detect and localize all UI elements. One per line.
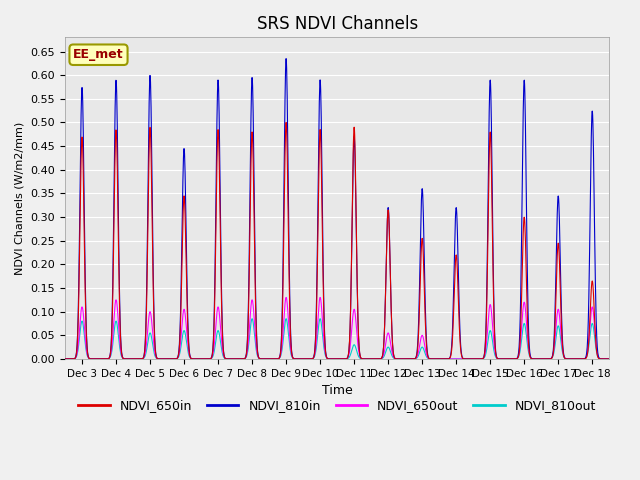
Y-axis label: NDVI Channels (W/m2/mm): NDVI Channels (W/m2/mm) [15, 121, 25, 275]
X-axis label: Time: Time [322, 384, 353, 397]
Title: SRS NDVI Channels: SRS NDVI Channels [257, 15, 418, 33]
Legend: NDVI_650in, NDVI_810in, NDVI_650out, NDVI_810out: NDVI_650in, NDVI_810in, NDVI_650out, NDV… [74, 394, 601, 417]
Text: EE_met: EE_met [73, 48, 124, 61]
